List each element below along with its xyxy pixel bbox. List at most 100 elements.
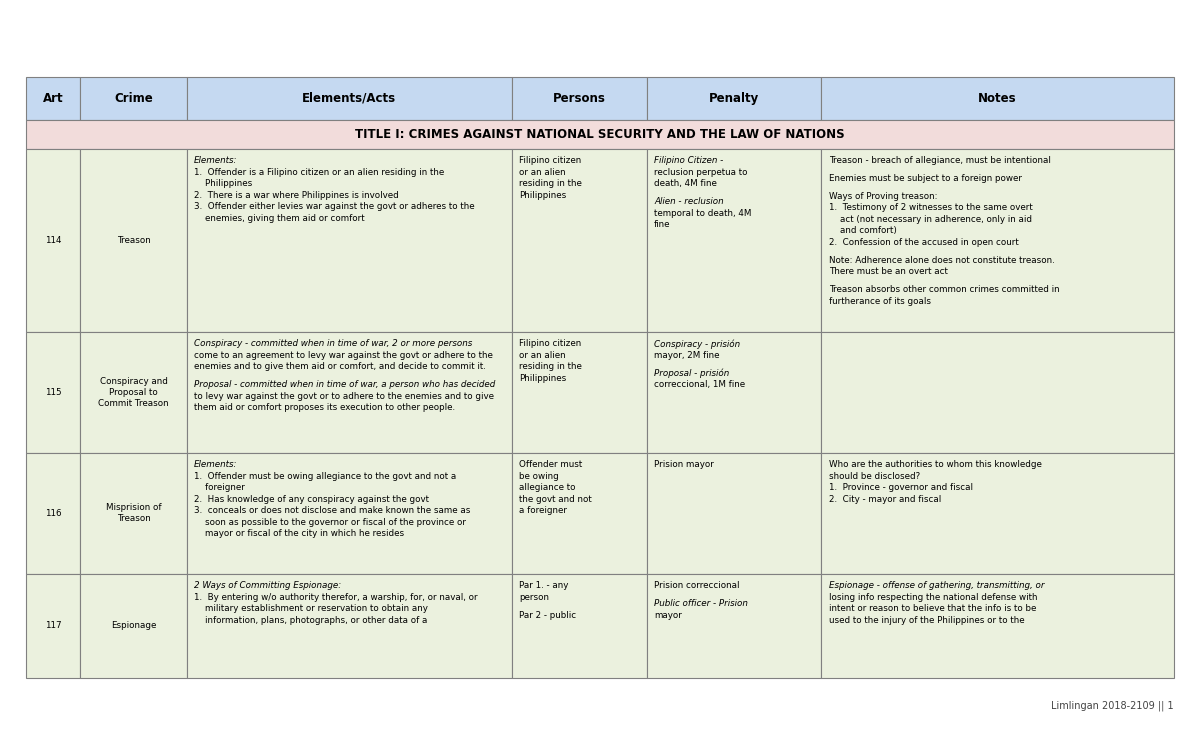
Text: 114: 114	[46, 236, 61, 245]
Text: enemies and to give them aid or comfort, and decide to commit it.: enemies and to give them aid or comfort,…	[194, 362, 486, 371]
Bar	[80, 149, 187, 332]
Text: and comfort): and comfort)	[829, 227, 896, 235]
Bar	[80, 574, 187, 678]
Text: correccional, 1M fine: correccional, 1M fine	[654, 381, 745, 389]
Text: Note: Adherence alone does not constitute treason.: Note: Adherence alone does not constitut…	[829, 256, 1055, 265]
Text: 2.  City - mayor and fiscal: 2. City - mayor and fiscal	[829, 495, 941, 504]
Text: mayor or fiscal of the city in which he resides: mayor or fiscal of the city in which he …	[194, 529, 404, 539]
Text: Proposal - prisión: Proposal - prisión	[654, 369, 730, 378]
Text: or an alien: or an alien	[518, 168, 565, 176]
Text: to levy war against the govt or to adhere to the enemies and to give: to levy war against the govt or to adher…	[194, 391, 494, 401]
Bar	[647, 574, 822, 678]
Text: mayor, 2M fine: mayor, 2M fine	[654, 351, 720, 360]
Text: 1.  Province - governor and fiscal: 1. Province - governor and fiscal	[829, 483, 973, 492]
Text: residing in the: residing in the	[518, 179, 582, 188]
Text: TITLE I: CRIMES AGAINST NATIONAL SECURITY AND THE LAW OF NATIONS: TITLE I: CRIMES AGAINST NATIONAL SECURIT…	[355, 128, 845, 141]
Bar	[26, 149, 80, 332]
Text: military establishment or reservation to obtain any: military establishment or reservation to…	[194, 604, 428, 613]
Text: Alien - reclusion: Alien - reclusion	[654, 197, 724, 206]
Bar	[647, 332, 822, 453]
Text: Public officer - Prision: Public officer - Prision	[654, 599, 748, 608]
Text: Filipino citizen: Filipino citizen	[518, 339, 581, 348]
Text: 2 Ways of Committing Espionage:: 2 Ways of Committing Espionage:	[194, 581, 342, 590]
Text: them aid or comfort proposes its execution to other people.: them aid or comfort proposes its executi…	[194, 403, 455, 413]
Text: Espionage: Espionage	[110, 621, 156, 631]
Text: mayor: mayor	[654, 610, 682, 620]
Bar	[26, 120, 1174, 149]
Text: Filipino Citizen -: Filipino Citizen -	[654, 156, 724, 165]
Text: 1.  Testimony of 2 witnesses to the same overt: 1. Testimony of 2 witnesses to the same …	[829, 203, 1032, 212]
Bar	[511, 77, 647, 120]
Bar	[822, 77, 1174, 120]
Text: foreigner: foreigner	[194, 483, 245, 492]
Bar	[187, 332, 511, 453]
Bar	[80, 453, 187, 574]
Text: Elements:: Elements:	[194, 156, 238, 165]
Text: 3.  conceals or does not disclose and make known the same as: 3. conceals or does not disclose and mak…	[194, 507, 470, 515]
Bar	[511, 332, 647, 453]
Text: Conspiracy - committed when in time of war, 2 or more persons: Conspiracy - committed when in time of w…	[194, 339, 473, 348]
Text: losing info respecting the national defense with: losing info respecting the national defe…	[829, 593, 1037, 601]
Text: Conspiracy and
Proposal to
Commit Treason: Conspiracy and Proposal to Commit Treaso…	[98, 377, 169, 408]
Bar	[187, 453, 511, 574]
Text: used to the injury of the Philippines or to the: used to the injury of the Philippines or…	[829, 616, 1025, 625]
Bar	[26, 332, 80, 453]
Text: 2.  Confession of the accused in open court: 2. Confession of the accused in open cou…	[829, 238, 1019, 247]
Bar	[822, 332, 1174, 453]
Text: allegiance to: allegiance to	[518, 483, 575, 492]
Text: a foreigner: a foreigner	[518, 507, 566, 515]
Text: 117: 117	[46, 621, 61, 631]
Text: act (not necessary in adherence, only in aid: act (not necessary in adherence, only in…	[829, 215, 1032, 224]
Text: be owing: be owing	[518, 472, 559, 480]
Bar	[26, 77, 80, 120]
Text: Par 1. - any: Par 1. - any	[518, 581, 569, 590]
Text: information, plans, photographs, or other data of a: information, plans, photographs, or othe…	[194, 616, 427, 625]
Text: Philippines: Philippines	[194, 179, 252, 188]
Text: Conspiracy - prisión: Conspiracy - prisión	[654, 339, 740, 348]
Text: come to an agreement to levy war against the govt or adhere to the: come to an agreement to levy war against…	[194, 351, 493, 360]
Text: intent or reason to believe that the info is to be: intent or reason to believe that the inf…	[829, 604, 1036, 613]
Text: Elements/Acts: Elements/Acts	[302, 92, 396, 105]
Bar	[187, 149, 511, 332]
Bar	[511, 574, 647, 678]
Text: should be disclosed?: should be disclosed?	[829, 472, 920, 480]
Text: Prision correccional: Prision correccional	[654, 581, 739, 590]
Text: Notes: Notes	[978, 92, 1016, 105]
Bar	[647, 149, 822, 332]
Text: Treason: Treason	[116, 236, 150, 245]
Bar	[511, 149, 647, 332]
Text: Par 2 - public: Par 2 - public	[518, 610, 576, 620]
Text: furtherance of its goals: furtherance of its goals	[829, 297, 931, 306]
Text: 1.  By entering w/o authority therefor, a warship, for, or naval, or: 1. By entering w/o authority therefor, a…	[194, 593, 478, 601]
Bar	[822, 574, 1174, 678]
Bar	[511, 453, 647, 574]
Text: the govt and not: the govt and not	[518, 495, 592, 504]
Text: Filipino citizen: Filipino citizen	[518, 156, 581, 165]
Text: person: person	[518, 593, 548, 601]
Bar	[647, 77, 822, 120]
Text: Treason - breach of allegiance, must be intentional: Treason - breach of allegiance, must be …	[829, 156, 1050, 165]
Bar	[187, 77, 511, 120]
Text: There must be an overt act: There must be an overt act	[829, 268, 948, 276]
Text: Elements:: Elements:	[194, 460, 238, 469]
Text: 116: 116	[46, 509, 61, 518]
Bar	[187, 574, 511, 678]
Text: soon as possible to the governor or fiscal of the province or: soon as possible to the governor or fisc…	[194, 518, 467, 527]
Text: Ways of Proving treason:: Ways of Proving treason:	[829, 192, 937, 200]
Text: 2.  Has knowledge of any conspiracy against the govt: 2. Has knowledge of any conspiracy again…	[194, 495, 430, 504]
Text: Art: Art	[43, 92, 64, 105]
Text: Persons: Persons	[553, 92, 606, 105]
Text: Philippines: Philippines	[518, 191, 566, 200]
Text: 2.  There is a war where Philippines is involved: 2. There is a war where Philippines is i…	[194, 191, 398, 200]
Bar	[822, 149, 1174, 332]
Text: Who are the authorities to whom this knowledge: Who are the authorities to whom this kno…	[829, 460, 1042, 469]
Bar	[26, 453, 80, 574]
Bar	[647, 453, 822, 574]
Text: Prision mayor: Prision mayor	[654, 460, 714, 469]
Text: reclusion perpetua to: reclusion perpetua to	[654, 168, 748, 176]
Text: Penalty: Penalty	[709, 92, 760, 105]
Text: Misprision of
Treason: Misprision of Treason	[106, 503, 162, 523]
Text: Enemies must be subject to a foreign power: Enemies must be subject to a foreign pow…	[829, 174, 1021, 183]
Text: Offender must: Offender must	[518, 460, 582, 469]
Bar	[80, 332, 187, 453]
